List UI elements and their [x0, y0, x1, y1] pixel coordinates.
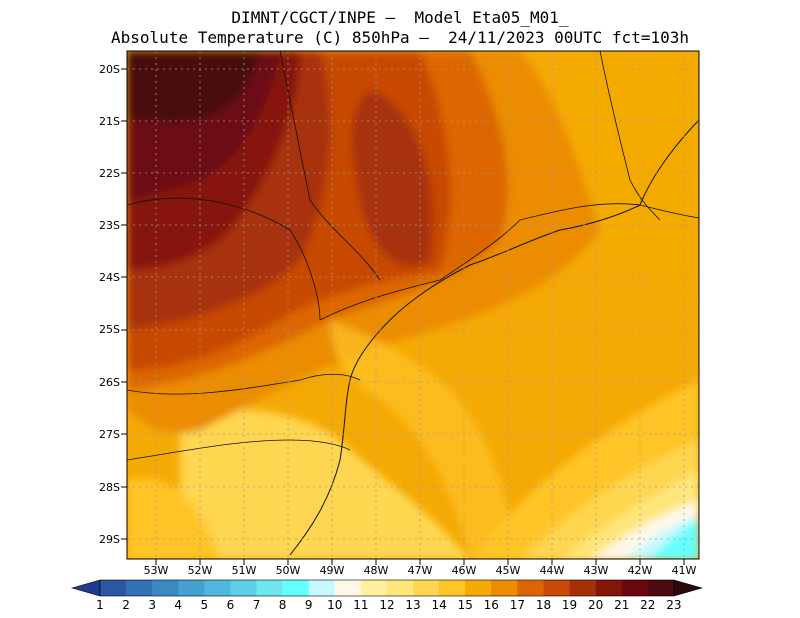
lon-label: 47W — [407, 564, 433, 577]
lat-label: 22S — [99, 167, 120, 180]
lat-label: 24S — [99, 271, 120, 284]
lat-label: 27S — [99, 428, 120, 441]
colorbar-segment — [621, 580, 649, 596]
colorbar-label: 15 — [457, 598, 473, 612]
colorbar-label: 9 — [304, 598, 313, 612]
colorbar-label: 6 — [226, 598, 235, 612]
colorbar-segment — [100, 580, 127, 596]
colorbar-max-arrow — [673, 579, 704, 597]
colorbar-segment — [491, 580, 518, 596]
colorbar-label: 5 — [200, 598, 209, 612]
colorbar-segment — [178, 580, 205, 596]
borders — [127, 51, 699, 556]
lon-label: 42W — [627, 564, 653, 577]
map-frame — [126, 50, 700, 560]
colorbar-label: 23 — [666, 598, 682, 612]
colorbar-segment — [413, 580, 440, 596]
colorbar — [70, 579, 704, 597]
colorbar-label: 17 — [509, 598, 526, 612]
state-border-pr-sc — [127, 373, 361, 395]
colorbar-label: 16 — [483, 598, 499, 612]
lat-label: 23S — [99, 219, 120, 232]
colorbar-label: 14 — [431, 598, 447, 612]
colorbar-label: 2 — [122, 598, 130, 612]
colorbar-label: 22 — [640, 598, 656, 612]
lon-label: 51W — [231, 564, 257, 577]
field-east-16 — [560, 51, 699, 300]
coastline — [289, 119, 699, 556]
field-coastal — [330, 320, 520, 559]
colorbar-segment — [439, 580, 466, 596]
field-20-east — [351, 90, 433, 267]
colorbar-label: 19 — [561, 598, 578, 612]
colorbar-segment — [334, 580, 362, 596]
colorbar-segment — [517, 580, 544, 596]
lat-label: 29S — [99, 533, 120, 546]
colorbar-segment — [152, 580, 179, 596]
colorbar-segment — [543, 580, 571, 596]
colorbar-label: 7 — [252, 598, 261, 612]
colorbar-label: 1 — [96, 598, 104, 612]
colorbar-label: 3 — [148, 598, 156, 612]
colorbar-label: 20 — [588, 598, 604, 612]
colorbar-min-arrow — [70, 579, 101, 597]
title-line-2: Absolute Temperature (C) 850hPa — 24/11/… — [111, 28, 689, 47]
state-border-sc-rs — [127, 439, 351, 461]
colorbar-segment — [386, 580, 414, 596]
colorbar-segment — [647, 580, 675, 596]
grid — [127, 51, 699, 559]
lon-label: 46W — [451, 564, 477, 577]
colorbar-segment — [256, 580, 284, 596]
colorbar-label: 10 — [327, 598, 343, 612]
field-23 — [127, 51, 260, 123]
lon-label: 48W — [363, 564, 389, 577]
colorbar-label: 4 — [174, 598, 183, 612]
field-sw-13 — [180, 409, 470, 559]
state-border-rj-mg — [519, 203, 699, 221]
lon-label: 49W — [319, 564, 345, 577]
colorbar-segment — [230, 580, 258, 596]
lat-label: 28S — [99, 481, 120, 494]
colorbar-segment — [308, 580, 336, 596]
colorbar-segment — [126, 580, 153, 596]
state-border-go-mg — [279, 51, 381, 281]
lon-label: 50W — [275, 564, 301, 577]
colorbar-segment — [282, 580, 310, 596]
colorbar-label: 8 — [278, 598, 287, 612]
colorbar-label: 18 — [535, 598, 552, 612]
colorbar-segment — [465, 580, 492, 596]
ticks — [121, 68, 685, 565]
colorbar-label: 12 — [379, 598, 395, 612]
lat-label: 26S — [99, 376, 120, 389]
lon-label: 52W — [187, 564, 213, 577]
colorbar-segment — [360, 580, 388, 596]
field-sw-15 — [127, 478, 220, 559]
lon-label: 43W — [583, 564, 609, 577]
state-border-mg-es — [599, 51, 661, 221]
lon-label: 45W — [495, 564, 521, 577]
colorbar-segment — [204, 580, 231, 596]
lon-label: 41W — [671, 564, 697, 577]
lat-label: 20S — [99, 63, 120, 76]
field-9-10 — [649, 520, 699, 559]
state-border-ms-sp — [127, 197, 321, 321]
lat-label: 21S — [99, 115, 120, 128]
colorbar-label: 21 — [614, 598, 630, 612]
state-border-pr-sp — [319, 219, 521, 321]
colorbar-label: 11 — [353, 598, 369, 612]
title-line-1: DIMNT/CGCT/INPE — Model Eta05_M01_ — [231, 8, 569, 27]
colorbar-label: 13 — [405, 598, 421, 612]
lon-label: 53W — [143, 564, 169, 577]
lon-label: 44W — [539, 564, 565, 577]
colorbar-segment — [595, 580, 623, 596]
colorbar-segment — [569, 580, 597, 596]
lat-label: 25S — [99, 323, 120, 336]
